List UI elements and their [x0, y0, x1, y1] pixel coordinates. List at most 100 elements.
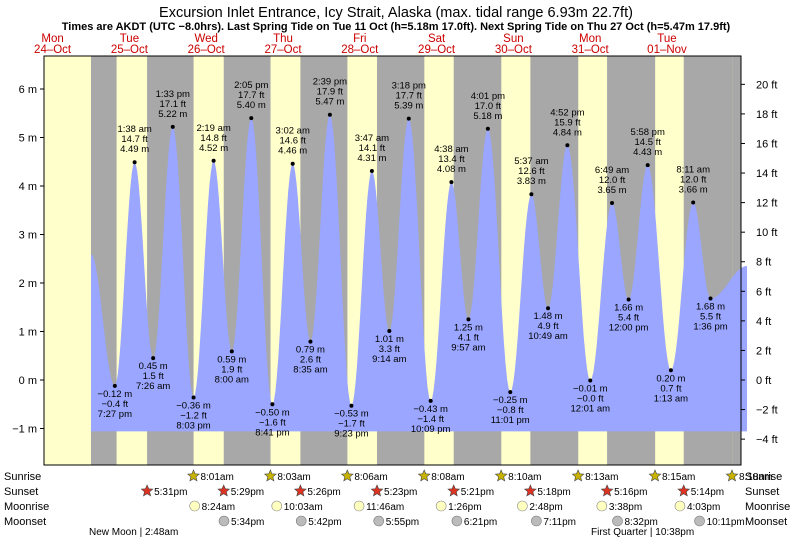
high-tide-label: 6:49 am — [595, 165, 629, 176]
row-label-left: Sunset — [4, 486, 38, 498]
moonset-icon — [451, 515, 463, 527]
moonrise-time: 1:26pm — [448, 502, 481, 513]
low-tide-label: 7:27 pm — [98, 409, 132, 420]
low-tide-label: −0.12 m — [98, 389, 133, 400]
sunrise-time: 8:15am — [662, 472, 695, 483]
low-tide-label: 5.4 ft — [618, 312, 639, 323]
high-tide-point — [645, 163, 650, 168]
low-tide-label: 1:13 am — [654, 393, 688, 404]
high-tide-label: 14.7 ft — [121, 134, 148, 145]
sunrise-time: 8:06am — [354, 472, 387, 483]
low-tide-label: 9:14 am — [372, 354, 406, 365]
high-tide-point — [249, 116, 254, 121]
row-label-right: Sunrise — [745, 471, 782, 483]
high-tide-point — [610, 200, 615, 205]
high-tide-label: 15.9 ft — [554, 117, 581, 128]
high-tide-label: 4:52 pm — [550, 107, 584, 118]
sunset-time: 5:18pm — [537, 487, 570, 498]
sunrise-time: 8:01am — [200, 472, 233, 483]
low-tide-point — [546, 306, 551, 311]
low-tide-point — [308, 339, 313, 344]
low-tide-label: 1.68 m — [696, 302, 725, 313]
high-tide-point — [132, 160, 137, 165]
low-tide-label: −1.7 ft — [338, 419, 365, 430]
low-tide-label: 0.79 m — [296, 345, 325, 356]
high-tide-label: 4:01 pm — [471, 91, 505, 102]
moonrise-icon — [271, 500, 283, 512]
high-tide-point — [211, 158, 216, 163]
sun-star-icon — [648, 469, 662, 482]
low-tide-label: 10:49 am — [528, 331, 568, 342]
moonset-icon — [218, 515, 230, 527]
sun-star-icon — [187, 469, 200, 482]
high-tide-label: 1:33 pm — [156, 89, 190, 100]
moonrise-icon — [189, 500, 200, 512]
day-name: Wed — [194, 33, 217, 45]
moonrise-time: 8:24am — [202, 502, 235, 513]
left-tick-label: 2 m — [19, 278, 37, 290]
low-tide-label: −0.43 m — [413, 404, 448, 415]
right-tick-label: 4 ft — [756, 316, 771, 328]
low-tide-point — [349, 403, 354, 408]
high-tide-label: 14.1 ft — [359, 143, 386, 154]
sun-star-icon — [523, 484, 537, 497]
low-tide-point — [229, 349, 234, 354]
moonrise-icon — [517, 500, 528, 512]
day-date: 29–Oct — [418, 44, 456, 56]
left-tick-label: 6 m — [19, 84, 37, 96]
sunset-time: 5:14pm — [691, 487, 724, 498]
sunset-time: 5:31pm — [154, 487, 187, 498]
high-tide-label: 2:19 am — [196, 123, 230, 134]
low-tide-label: 0.45 m — [139, 361, 168, 372]
high-tide-label: 12.0 ft — [680, 174, 707, 185]
sun-star-icon — [417, 469, 431, 482]
high-tide-label: 4.08 m — [437, 164, 466, 175]
sun-moon-rows: Sunrise Sunrise Sunset Sunset Moonrise Moonri… — [4, 469, 790, 538]
low-tide-label: −0.50 m — [255, 407, 290, 418]
moonrise-icon — [674, 500, 686, 512]
high-tide-label: 17.9 ft — [317, 87, 344, 98]
low-tide-label: −0.25 m — [493, 395, 528, 406]
sunset-time: 5:26pm — [307, 487, 340, 498]
sunset-time: 5:21pm — [461, 487, 494, 498]
low-tide-point — [270, 402, 275, 407]
sun-star-icon — [140, 484, 154, 497]
high-tide-label: 4.43 m — [633, 147, 662, 158]
low-tide-label: 1:36 pm — [693, 322, 727, 333]
moonrise-icon — [435, 500, 447, 512]
low-tide-label: 9:23 pm — [334, 429, 368, 440]
high-tide-label: 5.40 m — [237, 100, 266, 111]
high-tide-label: 5.39 m — [394, 101, 423, 112]
sun-star-icon — [217, 484, 231, 497]
high-tide-label: 8:11 am — [676, 164, 710, 175]
day-date: 01–Nov — [647, 44, 687, 56]
row-label-left: Sunrise — [4, 471, 41, 483]
day-headers: Mon24–OctTue25–OctWed26–OctThu27–OctFri2… — [34, 33, 687, 56]
moonset-time: 5:42pm — [308, 517, 341, 528]
day-name: Mon — [579, 33, 601, 45]
low-tide-label: 1.66 m — [614, 302, 643, 313]
moonset-time: 5:34pm — [231, 517, 264, 528]
low-tide-label: 2.6 ft — [300, 355, 321, 366]
moonset-time: 10:11pm — [707, 517, 745, 528]
day-date: 30–Oct — [495, 44, 533, 56]
high-tide-label: 1:38 am — [117, 124, 151, 135]
right-tick-label: 20 ft — [756, 79, 777, 91]
high-tide-label: 5.22 m — [158, 109, 187, 120]
right-tick-label: 6 ft — [756, 286, 771, 298]
high-tide-point — [565, 143, 570, 148]
sunrise-time: 8:10am — [508, 472, 541, 483]
first-quarter-label: First Quarter | 10:38pm — [591, 527, 694, 538]
high-tide-label: 4.49 m — [120, 144, 149, 155]
day-date: 24–Oct — [34, 44, 72, 56]
sunrise-time: 8:18am — [739, 472, 772, 483]
row-label-right: Moonset — [745, 516, 787, 528]
sunset-time: 5:23pm — [384, 487, 417, 498]
low-tide-label: −0.53 m — [334, 409, 369, 420]
low-tide-label: 1.48 m — [534, 311, 563, 322]
low-tide-label: 3.3 ft — [379, 344, 400, 355]
low-tide-label: −0.36 m — [176, 400, 211, 411]
low-tide-label: 0.20 m — [656, 373, 685, 384]
right-tick-label: 12 ft — [756, 198, 777, 210]
moonset-time: 5:55pm — [386, 517, 419, 528]
